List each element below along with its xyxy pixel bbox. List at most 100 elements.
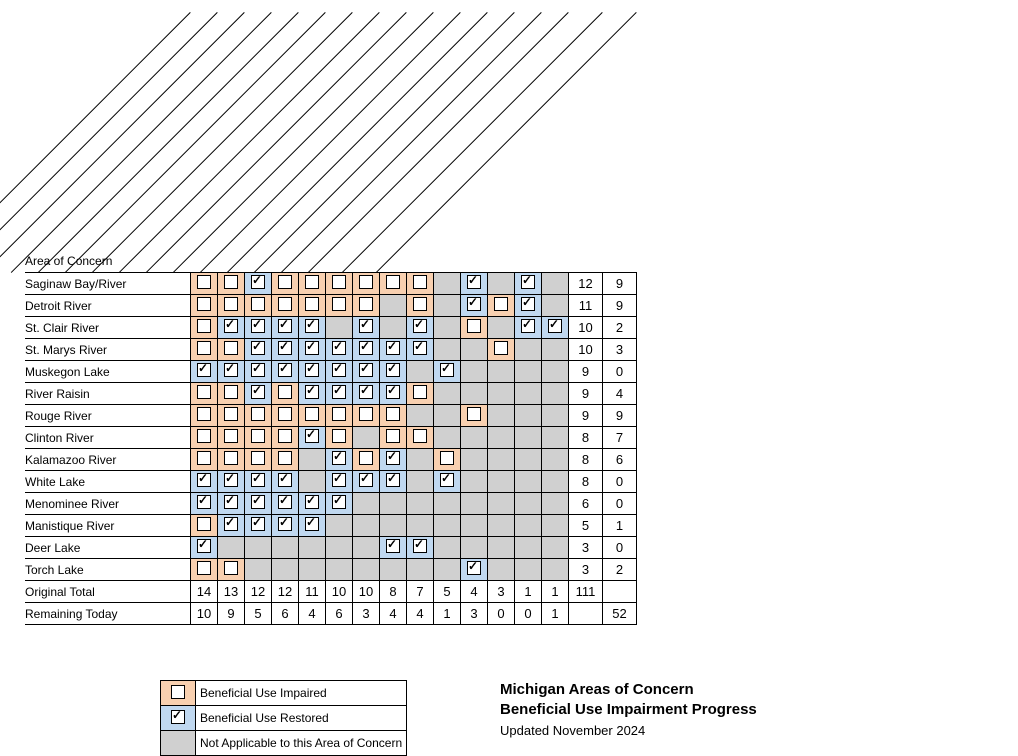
matrix-cell	[407, 339, 434, 361]
checkbox-checked-icon	[278, 495, 292, 509]
matrix-cell	[407, 273, 434, 295]
checkbox-checked-icon	[413, 319, 427, 333]
chart-title-line2: Beneficial Use Impairment Progress	[500, 700, 757, 720]
matrix-cell	[299, 361, 326, 383]
matrix-cell	[380, 383, 407, 405]
checkbox-icon	[494, 297, 508, 311]
matrix-cell	[326, 317, 353, 339]
matrix-cell	[353, 493, 380, 515]
checkbox-checked-icon	[386, 451, 400, 465]
matrix-cell	[380, 537, 407, 559]
matrix-cell	[245, 427, 272, 449]
matrix-cell	[461, 405, 488, 427]
checkbox-icon	[197, 385, 211, 399]
matrix-cell	[434, 471, 461, 493]
row-remaining-today: 7	[603, 427, 637, 449]
col-original-total: 3	[488, 581, 515, 603]
row-remaining-today: 1	[603, 515, 637, 537]
legend-swatch-restored	[161, 706, 196, 731]
matrix-cell	[434, 295, 461, 317]
matrix-cell	[434, 427, 461, 449]
matrix-cell	[299, 405, 326, 427]
checkbox-icon	[197, 297, 211, 311]
checkbox-checked-icon	[332, 341, 346, 355]
matrix-cell	[542, 427, 569, 449]
remaining-today-row: 10956463441300152	[191, 603, 637, 625]
col-original-total: 5	[434, 581, 461, 603]
checkbox-checked-icon	[224, 517, 238, 531]
matrix-cell	[218, 515, 245, 537]
row-label: River Raisin	[25, 383, 190, 405]
matrix-cell	[461, 427, 488, 449]
row-original-total: 8	[569, 449, 603, 471]
checkbox-checked-icon	[359, 385, 373, 399]
matrix-cell	[488, 383, 515, 405]
matrix-cell	[380, 559, 407, 581]
matrix-cell	[218, 471, 245, 493]
matrix-cell	[191, 405, 218, 427]
matrix-cell	[542, 339, 569, 361]
column-headers: Restrictions on Fish and Wildlife Consum…	[10, 10, 1010, 270]
matrix-cell	[299, 273, 326, 295]
matrix-cell	[407, 295, 434, 317]
legend-swatch-na	[161, 731, 196, 756]
matrix-cell	[272, 317, 299, 339]
matrix-cell	[515, 449, 542, 471]
checkbox-checked-icon	[305, 319, 319, 333]
matrix-cell	[542, 317, 569, 339]
checkbox-checked-icon	[413, 539, 427, 553]
checkbox-icon	[332, 407, 346, 421]
matrix-cell	[326, 273, 353, 295]
checkbox-icon	[197, 429, 211, 443]
col-original-total: 11	[299, 581, 326, 603]
matrix-cell	[353, 295, 380, 317]
row-label: Clinton River	[25, 427, 190, 449]
matrix-cell	[326, 405, 353, 427]
checkbox-checked-icon	[386, 385, 400, 399]
matrix-cell	[542, 515, 569, 537]
checkbox-checked-icon	[278, 319, 292, 333]
col-original-total: 10	[353, 581, 380, 603]
row-original-total: 6	[569, 493, 603, 515]
checkbox-checked-icon	[467, 561, 481, 575]
original-total-row: 141312121110108754311111	[191, 581, 637, 603]
table-row: 94	[191, 383, 637, 405]
checkbox-checked-icon	[332, 495, 346, 509]
table-row: 60	[191, 493, 637, 515]
matrix-cell	[488, 471, 515, 493]
checkbox-checked-icon	[251, 495, 265, 509]
header-divider	[0, 12, 245, 273]
matrix-cell	[272, 339, 299, 361]
matrix-cell	[380, 515, 407, 537]
row-remaining-today: 0	[603, 537, 637, 559]
matrix-cell	[326, 471, 353, 493]
table-row: 102	[191, 317, 637, 339]
matrix-cell	[488, 449, 515, 471]
matrix-cell	[191, 515, 218, 537]
checkbox-checked-icon	[386, 539, 400, 553]
checkbox-checked-icon	[359, 341, 373, 355]
checkbox-checked-icon	[467, 297, 481, 311]
checkbox-checked-icon	[332, 473, 346, 487]
col-remaining-today: 3	[353, 603, 380, 625]
matrix-cell	[245, 405, 272, 427]
row-original-total: 8	[569, 427, 603, 449]
matrix-cell	[272, 273, 299, 295]
matrix-cell	[353, 273, 380, 295]
header-divider	[342, 12, 603, 273]
col-original-total: 10	[326, 581, 353, 603]
matrix-cell	[191, 449, 218, 471]
matrix-cell	[218, 273, 245, 295]
header-divider	[119, 12, 380, 273]
row-label: St. Marys River	[25, 339, 190, 361]
matrix-cell	[245, 449, 272, 471]
checkbox-icon	[197, 319, 211, 333]
matrix-cell	[515, 383, 542, 405]
matrix-cell	[353, 537, 380, 559]
matrix-cell	[245, 317, 272, 339]
checkbox-checked-icon	[278, 363, 292, 377]
header-divider	[38, 12, 299, 273]
checkbox-icon	[224, 407, 238, 421]
matrix-cell	[245, 471, 272, 493]
matrix-cell	[353, 559, 380, 581]
